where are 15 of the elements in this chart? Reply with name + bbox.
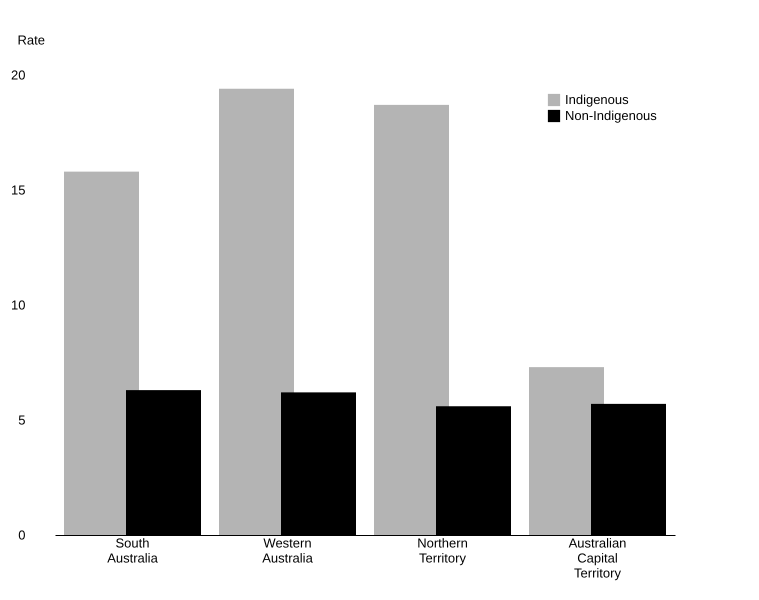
- y-tick-label: 5: [18, 412, 26, 428]
- bar: [64, 172, 139, 535]
- bar: [219, 88, 294, 535]
- legend-label: Indigenous: [565, 92, 630, 107]
- y-tick-label: 20: [11, 68, 26, 82]
- y-tick-label: 0: [18, 528, 26, 542]
- x-tick-label: Australian Capital Territory: [568, 536, 626, 580]
- x-tick-label: South Australia: [107, 536, 159, 566]
- x-tick-label: Northern Territory: [417, 536, 468, 566]
- x-tick-label: Western Australia: [262, 536, 314, 566]
- y-axis-title: Rate: [18, 32, 45, 48]
- y-tick-label: 10: [11, 298, 26, 312]
- legend-label: Non-Indigenous: [565, 108, 658, 123]
- y-tick-label: 15: [11, 182, 26, 198]
- bar: [374, 104, 449, 535]
